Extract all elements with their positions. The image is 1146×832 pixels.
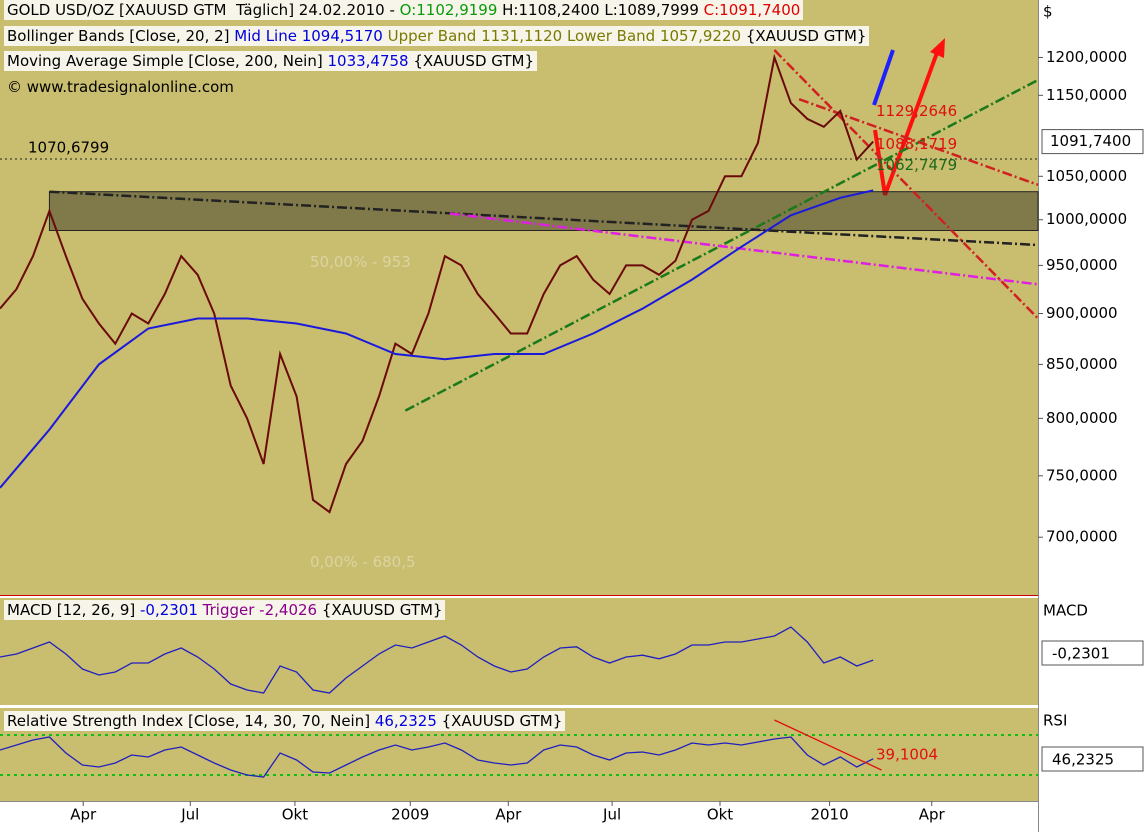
header-part: -0,2301 [140,601,198,619]
x-tick-label: 2009 [391,806,429,824]
y-tick-label: 1150,0000 [1046,86,1127,104]
header-part: {XAUUSD GTM} [317,601,443,619]
header-part: Mid Line 1094,5170 [234,27,383,45]
header-part: 46,2325 [374,712,437,730]
price-line [0,53,874,514]
x-tick-label: Apr [919,806,946,824]
y-tick-label: 1200,0000 [1046,48,1127,66]
y-tick-label: 1000,0000 [1046,210,1127,228]
macd-label: MACD [1043,602,1088,620]
rsi-trendline [774,719,882,771]
forecast-arrows [872,38,945,196]
x-tick-label: Apr [495,806,522,824]
y-tick-label: 950,0000 [1046,256,1118,274]
y-tick-label: 750,0000 [1046,466,1118,484]
rsi-value: 46,2325 [1052,751,1114,769]
blue-arrow [872,49,895,106]
x-tick-label: Okt [707,806,733,824]
trendline [449,212,1039,286]
rsi-line [0,736,874,778]
header-part: {XAUUSD GTM} [436,712,563,730]
header-line: Moving Average Simple [Close, 200, Nein]… [4,51,537,71]
y-tick-label: 1050,0000 [1046,167,1127,185]
x-tick-label: Apr [70,806,97,824]
copyright: © www.tradesignalonline.com [7,78,234,96]
header-part: Bollinger Bands [Close, 20, 2] [7,27,235,45]
fib-label: 0,00% - 680,5 [310,553,416,571]
fib-label: 50,00% - 953 [310,253,411,271]
price-annotation: 1062,7479 [876,156,957,174]
y-tick-label: 850,0000 [1046,355,1118,373]
rsi-label: RSI [1043,712,1067,730]
header-part: {XAUUSD GTM} [741,27,867,45]
rsi-header: Relative Strength Index [Close, 14, 30, … [4,711,566,731]
header-part: {XAUUSD GTM} [408,52,534,70]
last-price-box [1041,129,1144,155]
header-part: 1033,4758 [327,52,409,70]
trendline [49,190,1039,247]
price-panel [0,0,1038,595]
price-line [0,189,874,489]
macd-value-box [1041,640,1144,666]
trendline [773,49,1039,320]
macd-value: -0,2301 [1052,645,1110,663]
header-line: GOLD USD/OZ [XAUUSD GTM Täglich] 24.02.2… [4,0,804,20]
rsi-annotation: 39,1004 [876,746,938,764]
macd-header: MACD [12, 26, 9] -0,2301 Trigger -2,4026… [4,600,446,620]
macd-line [0,626,874,694]
x-tick-label: Okt [282,806,308,824]
red-arrow [873,49,940,196]
y-tick-label: 800,0000 [1046,409,1118,427]
arrow-head [930,38,945,58]
header-part: C:1091,7400 [703,1,801,19]
reference-label: 1070,6799 [28,138,109,156]
header-part: MACD [12, 26, 9] [7,601,140,619]
header-part: Moving Average Simple [Close, 200, Nein] [7,52,328,70]
x-tick-label: 2010 [810,806,848,824]
last-price-label: 1091,7400 [1050,132,1131,150]
currency: $ [1043,3,1053,21]
header-part: Relative Strength Index [Close, 14, 30, … [7,712,375,730]
y-tick-label: 900,0000 [1046,304,1118,322]
header-part: GOLD USD/OZ [XAUUSD GTM Täglich] 24.02.2… [7,1,400,19]
header-part: H:1108,2400 L:1089,7999 [497,1,704,19]
header-part: Upper Band 1131,1120 Lower Band 1057,922… [382,27,742,45]
header-line: Bollinger Bands [Close, 20, 2] Mid Line … [4,26,870,46]
x-tick-label: Jul [180,806,199,824]
price-annotation: 1088,1719 [876,135,957,153]
header-part: Trigger -2,4026 [197,601,318,619]
rsi-value-box [1041,746,1144,772]
x-tick-label: Jul [602,806,621,824]
header-part: O:1102,9199 [399,1,498,19]
y-tick-label: 700,0000 [1046,528,1118,546]
price-annotation: 1129,2646 [876,102,957,120]
